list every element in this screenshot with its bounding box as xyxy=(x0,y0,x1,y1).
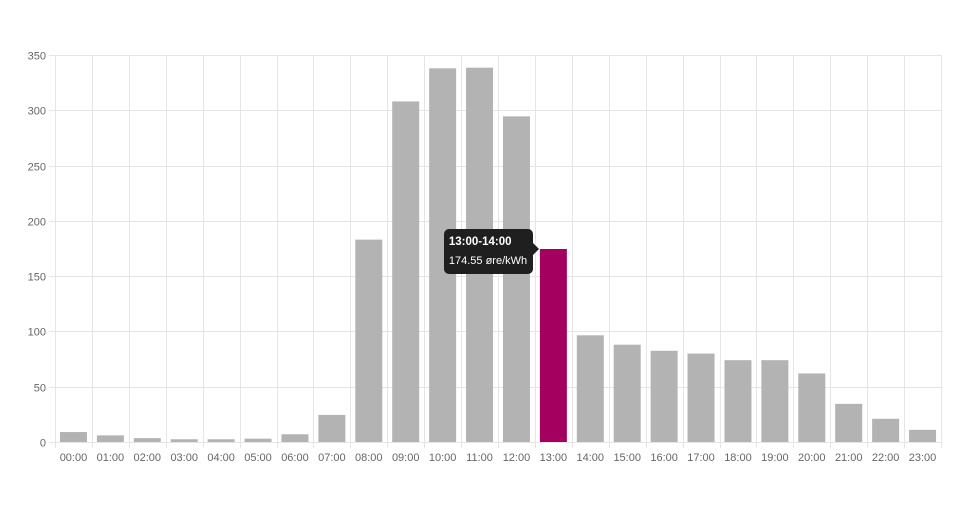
bar xyxy=(355,239,383,442)
bar xyxy=(133,438,161,442)
y-tick-label: 150 xyxy=(28,272,46,284)
x-tick-label: 10:00 xyxy=(429,452,457,464)
bar xyxy=(318,414,346,442)
x-tick-label: 13:00 xyxy=(540,452,568,464)
x-tick-label: 23:00 xyxy=(909,452,937,464)
bar-highlighted xyxy=(539,248,567,442)
y-tick-label: 100 xyxy=(28,327,46,339)
bar xyxy=(59,432,87,442)
x-tick-label: 02:00 xyxy=(134,452,162,464)
x-tick-label: 11:00 xyxy=(466,452,493,464)
x-tick-label: 19:00 xyxy=(761,452,789,464)
x-tick-label: 01:00 xyxy=(97,452,125,464)
bar xyxy=(909,429,937,442)
x-tick-label: 22:00 xyxy=(872,452,900,464)
y-tick-label: 300 xyxy=(28,106,46,118)
x-tick-label: 15:00 xyxy=(613,452,641,464)
bar xyxy=(724,360,752,442)
bar xyxy=(687,353,715,442)
bar xyxy=(96,435,124,442)
y-tick-label: 350 xyxy=(28,51,46,63)
x-tick-label: 03:00 xyxy=(170,452,198,464)
bar xyxy=(502,116,530,443)
bar xyxy=(761,360,789,442)
grid-lines xyxy=(49,55,942,448)
bar xyxy=(429,68,457,443)
bar xyxy=(207,439,235,442)
x-tick-label: 07:00 xyxy=(318,452,346,464)
bar xyxy=(392,101,420,442)
y-tick-label: 0 xyxy=(40,438,46,450)
x-tick-label: 20:00 xyxy=(798,452,826,464)
y-tick-label: 200 xyxy=(28,217,46,229)
x-tick-label: 04:00 xyxy=(207,452,235,464)
x-tick-label: 14:00 xyxy=(577,452,605,464)
x-tick-label: 05:00 xyxy=(244,452,272,464)
x-tick-label: 08:00 xyxy=(355,452,383,464)
bar xyxy=(576,335,604,442)
bar xyxy=(281,434,309,442)
bar xyxy=(650,350,678,442)
x-tick-label: 12:00 xyxy=(503,452,531,464)
bar xyxy=(835,403,863,442)
x-tick-label: 09:00 xyxy=(392,452,420,464)
bar xyxy=(613,344,641,442)
x-tick-label: 00:00 xyxy=(60,452,88,464)
bar xyxy=(798,373,826,442)
axes: 0 50 100 150 200 250 300 350 00:00 01:00 02:00 03:0… xyxy=(28,51,937,465)
x-tick-label: 16:00 xyxy=(650,452,678,464)
y-tick-label: 50 xyxy=(34,383,46,395)
bar xyxy=(872,418,900,442)
x-tick-label: 21:00 xyxy=(835,452,863,464)
bar xyxy=(244,438,272,442)
x-tick-label: 18:00 xyxy=(724,452,752,464)
bar xyxy=(466,67,494,443)
bar xyxy=(170,439,198,442)
x-tick-label: 17:00 xyxy=(687,452,715,464)
y-tick-label: 250 xyxy=(28,162,46,174)
x-tick-label: 06:00 xyxy=(281,452,309,464)
